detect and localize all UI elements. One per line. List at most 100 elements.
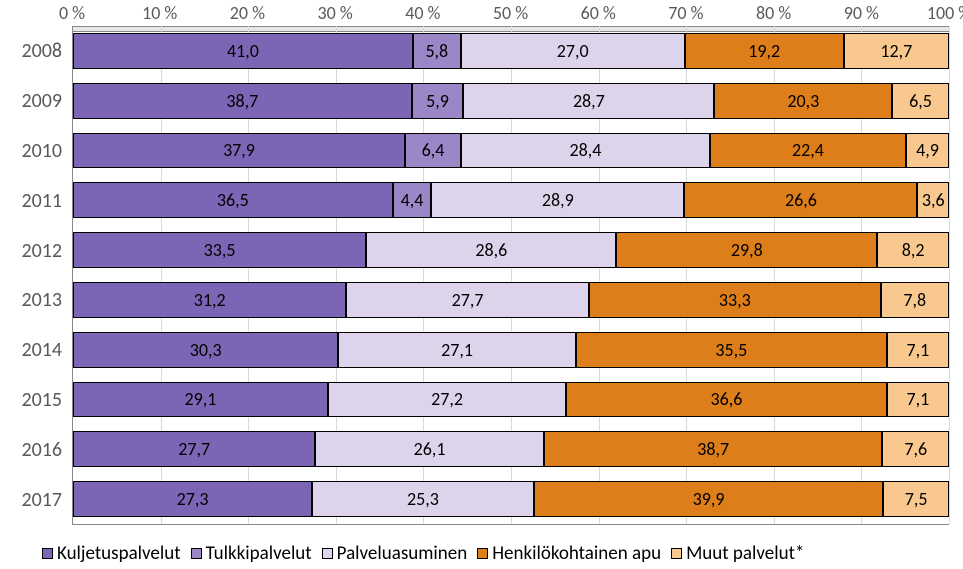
bar-segment-kuljetuspalvelut: 29,1 [73,382,328,418]
bar-segment-muut_palvelut: 12,7 [844,33,949,69]
bar-value-label: 33,3 [719,289,751,311]
bar-value-label: 36,6 [711,388,743,410]
bar-value-label: 8,2 [902,239,925,261]
bar-value-label: 3,6 [922,189,945,211]
plot-area: 41,05,827,019,212,738,75,928,720,36,537,… [72,26,949,525]
bar-segment-palveluasuminen: 25,3 [312,481,534,517]
bar-value-label: 28,9 [542,189,574,211]
bar-value-label: 36,5 [217,189,249,211]
bar-value-label: 37,9 [223,139,255,161]
bar-segment-palveluasuminen: 27,1 [338,332,575,368]
x-axis-tick-label: 90 % [844,2,879,24]
bar-value-label: 7,1 [907,388,930,410]
bar-value-label: 26,6 [785,189,817,211]
bar-segment-muut_palvelut: 7,8 [881,282,949,318]
bar-value-label: 25,3 [407,488,439,510]
bar-value-label: 4,4 [401,189,424,211]
bar-value-label: 7,6 [904,438,927,460]
bar-segment-palveluasuminen: 28,6 [366,232,616,268]
bar-value-label: 5,9 [426,90,449,112]
y-axis-label: 2013 [21,288,62,312]
y-axis-label: 2008 [21,39,62,63]
bar-row: 31,2 27,7 33,3 7,8 [73,282,949,318]
bar-segment-palveluasuminen: 27,2 [328,382,566,418]
bar-row: 27,726,138,77,6 [73,431,949,467]
legend-label: Henkilökohtainen apu [492,542,661,565]
bar-value-label: 7,5 [905,488,928,510]
x-axis-tick-label: 40 % [405,2,440,24]
y-axis-label: 2014 [21,338,62,362]
bar-segment-tulkkipalvelut: 6,4 [405,133,461,169]
bar-row: 36,5 4,4 28,9 26,6 3,6 [73,182,949,218]
legend-label: Palveluasuminen [337,542,468,565]
bar-value-label: 28,4 [570,139,602,161]
x-axis-tick-label: 60 % [581,2,616,24]
bar-value-label: 6,4 [422,139,445,161]
legend-item-henkilokohtainen_apu: Henkilökohtainen apu [477,542,661,565]
bar-value-label: 29,8 [731,239,763,261]
bar-segment-kuljetuspalvelut: 33,5 [73,232,366,268]
y-axis-labels: 2008200920102011201220132014201520162017 [0,26,66,525]
bar-segment-kuljetuspalvelut: 41,0 [73,33,413,69]
bar-value-label: 12,7 [880,40,912,62]
x-axis-tick-label: 0 % [59,2,85,24]
bar-row: 41,05,827,019,212,7 [73,33,949,69]
x-axis-tick-label: 20 % [230,2,265,24]
legend-item-tulkkipalvelut: Tulkkipalvelut [191,542,312,565]
bar-value-label: 28,7 [573,90,605,112]
bar-value-label: 6,5 [909,90,932,112]
bar-segment-muut_palvelut: 6,5 [892,83,949,119]
bar-value-label: 28,6 [475,239,507,261]
bar-segment-palveluasuminen: 28,9 [431,182,684,218]
bar-segment-muut_palvelut: 8,2 [877,232,949,268]
bar-row: 30,327,135,57,1 [73,332,949,368]
bar-value-label: 27,7 [452,289,484,311]
bar-value-label: 22,4 [792,139,824,161]
bar-row: 38,7 5,9 28,7 20,3 6,5 [73,83,949,119]
y-axis-label: 2016 [21,438,62,462]
bar-segment-henkilokohtainen_apu: 36,6 [566,382,887,418]
bar-value-label: 38,7 [226,90,258,112]
legend-label: Kuljetuspalvelut [57,542,181,565]
bar-value-label: 27,2 [431,388,463,410]
bar-segment-muut_palvelut: 3,6 [917,182,949,218]
gridline [949,26,950,524]
y-axis-label: 2015 [21,388,62,412]
bar-segment-kuljetuspalvelut: 37,9 [73,133,405,169]
bar-value-label: 27,3 [177,488,209,510]
bar-row: 33,5 28,6 29,8 8,2 [73,232,949,268]
legend-label: Tulkkipalvelut [206,542,312,565]
bar-value-label: 38,7 [697,438,729,460]
bar-segment-tulkkipalvelut: 5,9 [412,83,464,119]
bar-segment-tulkkipalvelut: 4,4 [393,182,432,218]
bar-segment-palveluasuminen: 26,1 [315,431,543,467]
bar-segment-henkilokohtainen_apu: 29,8 [616,232,877,268]
bar-segment-henkilokohtainen_apu: 20,3 [714,83,892,119]
stacked-bar-chart: 0 %10 %20 %30 %40 %50 %60 %70 %80 %90 %1… [0,0,963,569]
x-axis-tick-label: 80 % [756,2,791,24]
x-axis-labels: 0 %10 %20 %30 %40 %50 %60 %70 %80 %90 %1… [72,2,949,24]
bar-value-label: 41,0 [227,40,259,62]
legend-label: Muut palvelut* [686,542,804,565]
bar-value-label: 29,1 [185,388,217,410]
legend-swatch [322,548,333,559]
x-axis-tick-label: 100 % [927,2,963,24]
bar-segment-henkilokohtainen_apu: 35,5 [576,332,887,368]
bar-segment-palveluasuminen: 28,7 [463,83,714,119]
legend-swatch [42,548,53,559]
bar-segment-kuljetuspalvelut: 27,3 [73,481,312,517]
y-axis-label: 2010 [21,139,62,163]
bar-segment-palveluasuminen: 28,4 [461,133,710,169]
y-axis-label: 2012 [21,239,62,263]
bar-value-label: 27,1 [441,339,473,361]
bar-segment-kuljetuspalvelut: 31,2 [73,282,346,318]
bar-segment-henkilokohtainen_apu: 19,2 [685,33,844,69]
legend: Kuljetuspalvelut Tulkkipalvelut Palveluasu… [42,542,804,565]
y-axis-label: 2017 [21,488,62,512]
legend-item-palveluasuminen: Palveluasuminen [322,542,468,565]
bar-value-label: 26,1 [414,438,446,460]
bar-segment-muut_palvelut: 7,1 [887,332,949,368]
bar-segment-muut_palvelut: 7,6 [882,431,949,467]
bar-segment-muut_palvelut: 4,9 [906,133,949,169]
bar-segment-henkilokohtainen_apu: 38,7 [544,431,883,467]
